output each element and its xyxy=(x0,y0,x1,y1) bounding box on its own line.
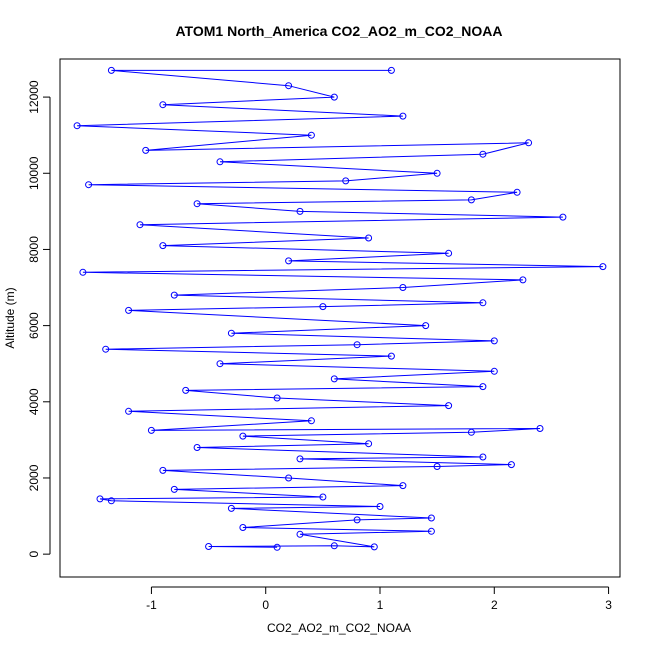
data-point xyxy=(142,146,150,154)
y-tick-label: 6000 xyxy=(27,312,41,339)
data-point xyxy=(273,543,281,551)
data-point xyxy=(227,329,235,337)
data-point xyxy=(239,524,247,531)
y-tick-label: 8000 xyxy=(27,236,41,263)
data-point xyxy=(525,139,533,147)
data-point xyxy=(216,360,224,368)
data-point xyxy=(170,291,178,299)
x-tick-label: -1 xyxy=(146,598,157,612)
plot-frame xyxy=(59,58,621,578)
data-point xyxy=(445,249,453,257)
data-point xyxy=(193,200,201,208)
data-point xyxy=(399,112,407,120)
data-point xyxy=(387,66,395,74)
data-point xyxy=(507,461,515,469)
data-point xyxy=(296,530,304,538)
y-tick-label: 4000 xyxy=(27,388,41,415)
data-point xyxy=(427,514,435,522)
data-point xyxy=(399,482,407,490)
data-point xyxy=(296,207,304,215)
data-point xyxy=(422,322,430,330)
data-point xyxy=(376,503,384,510)
data-point xyxy=(387,352,395,360)
data-point xyxy=(159,466,167,474)
data-point xyxy=(445,402,453,410)
data-point xyxy=(273,394,281,402)
data-point xyxy=(107,497,115,505)
data-point xyxy=(399,284,407,291)
data-point xyxy=(85,181,93,189)
data-layer xyxy=(73,66,607,551)
data-point xyxy=(490,337,498,345)
data-point xyxy=(479,299,487,307)
data-point xyxy=(182,386,190,394)
x-tick-label: 0 xyxy=(262,598,269,612)
x-axis-label: CO2_AO2_m_CO2_NOAA xyxy=(267,621,411,635)
data-point xyxy=(170,485,178,493)
data-point xyxy=(319,493,327,501)
data-point xyxy=(353,516,361,524)
data-point xyxy=(285,257,293,265)
data-point xyxy=(479,383,487,391)
x-axis: -1 0 1 2 3 xyxy=(146,586,612,612)
data-point xyxy=(513,188,521,196)
data-point xyxy=(239,432,247,440)
data-point xyxy=(285,474,293,482)
data-point xyxy=(296,455,304,463)
data-point xyxy=(205,543,213,550)
chart-title: ATOM1 North_America CO2_AO2_m_CO2_NOAA xyxy=(175,23,502,39)
y-tick-label: 2000 xyxy=(27,464,41,491)
data-point xyxy=(467,196,475,204)
data-point xyxy=(427,527,435,535)
data-point xyxy=(159,242,167,250)
x-tick-label: 1 xyxy=(377,598,384,612)
data-point xyxy=(216,158,224,166)
data-point xyxy=(107,66,115,74)
data-point xyxy=(102,345,110,353)
series-line xyxy=(77,69,603,548)
data-point xyxy=(330,93,338,101)
data-point xyxy=(227,504,235,512)
data-point xyxy=(285,82,293,90)
data-point xyxy=(96,495,104,503)
data-point xyxy=(433,169,441,177)
y-tick-label: 10000 xyxy=(27,156,41,190)
data-point xyxy=(136,221,144,229)
data-point xyxy=(479,453,487,461)
data-point xyxy=(319,303,327,311)
data-point xyxy=(307,131,315,139)
x-tick-label: 3 xyxy=(605,598,612,612)
data-point xyxy=(559,213,567,221)
data-point xyxy=(370,543,378,551)
data-point xyxy=(490,367,498,375)
data-point xyxy=(342,177,350,185)
y-tick-label: 0 xyxy=(27,550,41,557)
x-tick-label: 2 xyxy=(491,598,498,612)
data-point xyxy=(73,122,81,130)
data-point xyxy=(599,263,607,271)
data-point xyxy=(519,276,527,284)
data-point xyxy=(353,341,361,349)
data-point xyxy=(467,428,475,436)
data-point xyxy=(307,417,315,425)
data-point xyxy=(433,463,441,470)
data-point xyxy=(159,101,167,109)
data-point xyxy=(365,440,373,448)
data-point xyxy=(79,268,87,276)
y-tick-label: 12000 xyxy=(27,80,41,114)
data-point xyxy=(479,150,487,158)
data-point xyxy=(125,306,133,314)
y-axis-label: Altitude (m) xyxy=(3,287,17,348)
data-point xyxy=(193,444,201,451)
data-point xyxy=(536,425,544,432)
data-point xyxy=(365,234,373,242)
data-point xyxy=(330,542,338,550)
data-point xyxy=(147,426,155,434)
y-axis: 0 2000 4000 6000 8000 10000 12000 xyxy=(27,80,51,557)
data-point xyxy=(330,375,338,383)
data-point xyxy=(125,407,133,415)
